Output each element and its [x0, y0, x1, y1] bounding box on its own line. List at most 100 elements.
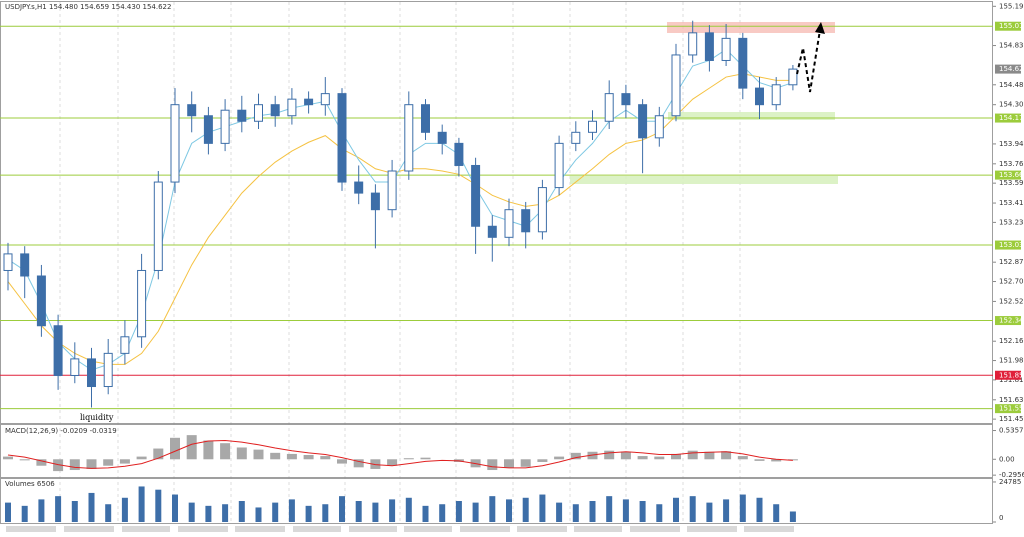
candle-body [287, 98, 297, 117]
volume-bar [55, 496, 62, 522]
macd-bar [186, 435, 197, 460]
volume-bar [88, 492, 95, 522]
macd-bar [754, 459, 765, 461]
macd-bar [604, 450, 615, 460]
volume-bar [556, 502, 563, 522]
volume-bar [172, 494, 178, 522]
volume-bar [288, 499, 295, 522]
volume-bar [138, 486, 145, 522]
macd-bar [153, 448, 164, 460]
macd-bar [19, 459, 30, 461]
candle-body [738, 37, 748, 89]
candle-body [3, 253, 13, 271]
macd-bar [320, 456, 331, 460]
macd-bar [771, 459, 782, 462]
vertical-grid [59, 2, 741, 523]
candle-body [304, 98, 314, 106]
candle-body [370, 192, 380, 211]
volume-bar [121, 497, 128, 522]
level-label-box [995, 370, 1021, 380]
volume-bar [489, 496, 496, 522]
macd-bar [370, 459, 381, 469]
candle-body [220, 109, 230, 144]
level-label-box [995, 113, 1021, 123]
y-tick-label: 24785 [999, 478, 1021, 486]
macd-bar [420, 457, 431, 460]
macd-bar [353, 459, 364, 468]
candle-body [771, 84, 781, 106]
volume-bar [255, 507, 262, 522]
candle-body [638, 104, 648, 139]
macd-bar [637, 456, 648, 460]
candle-body [354, 181, 364, 194]
y-tick-label: 154.835 [999, 42, 1024, 50]
macd-bar [487, 459, 498, 471]
volume-bar [756, 497, 763, 522]
level-label: 152.347 [999, 317, 1024, 325]
volume-bar [105, 504, 112, 522]
macd-bar [220, 443, 231, 460]
candle-body [53, 325, 63, 376]
panel-frames [0, 1, 993, 524]
candle-body [521, 209, 531, 233]
macd-bar [3, 456, 13, 460]
volume-bar [222, 504, 229, 522]
volume-bar [606, 496, 613, 522]
candle-body [187, 104, 197, 117]
candle-body [454, 142, 464, 166]
candle-body [404, 104, 414, 172]
y-tick-label: 153.235 [999, 218, 1024, 226]
macd-bar [286, 453, 297, 460]
candle-body [337, 93, 347, 183]
candle-body [688, 32, 698, 56]
candle-body [654, 115, 664, 139]
volume-bar [455, 501, 462, 522]
macd-bar [721, 451, 732, 460]
macd-label: MACD(12,26,9) -0.0209 -0.0319 [5, 427, 117, 435]
candle-body [487, 225, 497, 238]
candle-body [387, 170, 397, 211]
volume-bar [21, 505, 28, 522]
candle-body [471, 164, 481, 227]
macd-bar [554, 456, 565, 460]
candle-body [153, 181, 163, 271]
candle-body [103, 352, 113, 388]
candle-body [137, 269, 147, 338]
y-tick-label: 153.410 [999, 199, 1024, 207]
y-tick-label: 0 [999, 514, 1003, 522]
zones [570, 22, 838, 184]
volume-bar [405, 497, 412, 522]
candle-body [721, 37, 731, 61]
level-label-box [995, 316, 1021, 326]
volume-bar [706, 502, 713, 522]
y-tick-label: 152.160 [999, 337, 1024, 345]
chart-title: USDJPY.s,H1 154.480 154.659 154.430 154.… [5, 3, 171, 11]
volume-bar [155, 489, 162, 522]
macd-bar [337, 459, 347, 464]
level-label: 151.852 [999, 371, 1024, 379]
macd-bar [671, 453, 681, 460]
candle-body [755, 87, 764, 106]
volume-bar [389, 499, 396, 522]
macd-bar [203, 440, 214, 460]
level-label-box [995, 240, 1021, 250]
y-tick-label: 0.00 [999, 455, 1015, 463]
y-tick-label: 151.810 [999, 376, 1024, 384]
volume-bar [773, 504, 780, 522]
candle-body [437, 131, 447, 144]
level-label-box [995, 170, 1021, 180]
volume-bar [38, 499, 45, 522]
y-tick-label: 151.455 [999, 415, 1024, 423]
candle-body [704, 32, 714, 61]
macd-bar [570, 452, 581, 460]
volume-bar [439, 504, 446, 522]
volume-bar [355, 501, 362, 522]
volume-bar [422, 505, 429, 522]
level-label: 154.179 [999, 114, 1024, 122]
volume-bar [673, 497, 679, 522]
macd-bar [86, 459, 97, 469]
volume-bar [322, 504, 329, 522]
candle-body [604, 93, 614, 122]
y-tick-label: 155.190 [999, 2, 1024, 10]
volume-bar [339, 496, 345, 522]
